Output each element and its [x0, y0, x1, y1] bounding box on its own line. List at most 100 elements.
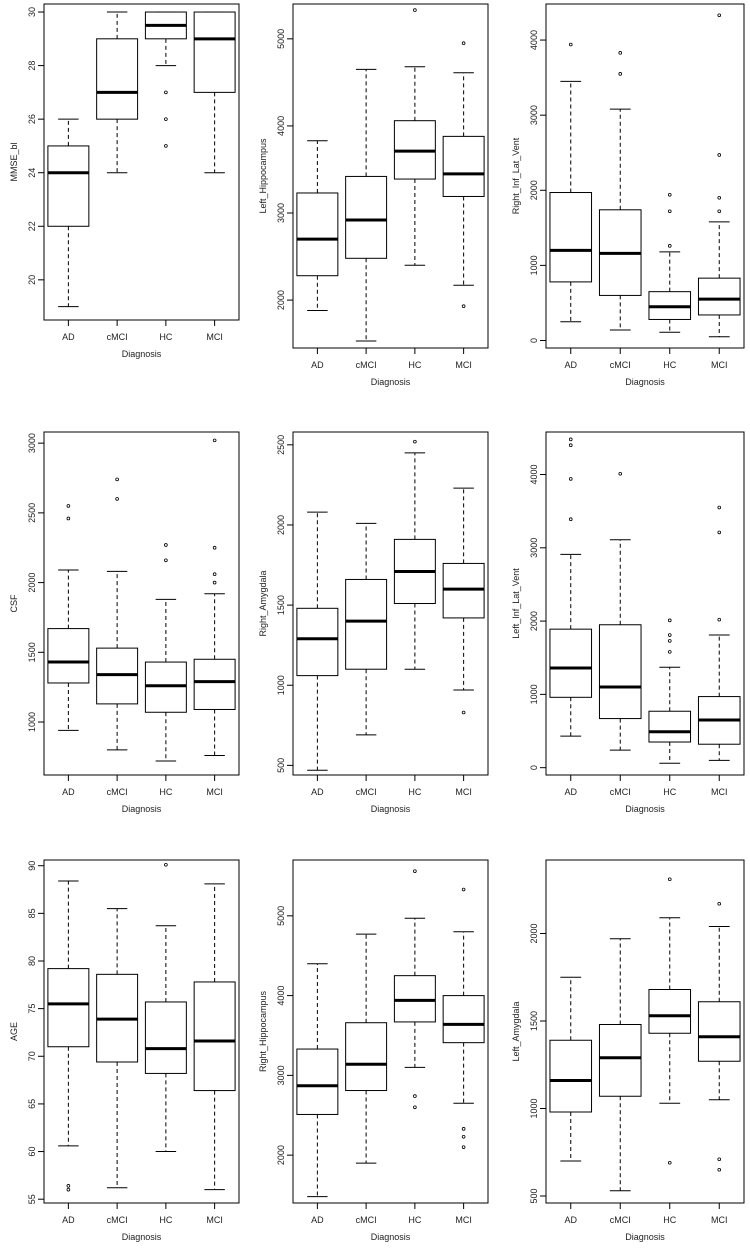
- box-HC: [648, 192, 692, 333]
- plot-frame: [43, 431, 240, 776]
- box-MCI: [697, 505, 741, 761]
- outlier-point: [66, 504, 71, 508]
- box-HC: [393, 8, 436, 266]
- box-iqr: [193, 11, 236, 93]
- outlier-point: [66, 1184, 71, 1188]
- x-tick-label: HC: [159, 787, 172, 797]
- plot-frame: [545, 431, 745, 776]
- plot-frame: [292, 431, 489, 776]
- x-tick-label: cMCI: [610, 1215, 631, 1225]
- outlier-point: [667, 650, 672, 654]
- y-tick-label: 55: [27, 1194, 37, 1204]
- box-iqr: [442, 995, 485, 1044]
- y-tick-label: 2000: [276, 290, 286, 310]
- box-MCI: [193, 11, 236, 174]
- y-axis-label: MMSE_bl: [9, 142, 19, 181]
- y-tick-label: 2500: [276, 435, 286, 455]
- box-iqr: [96, 38, 139, 120]
- outlier-point: [717, 530, 722, 535]
- outlier-point: [413, 8, 417, 12]
- outlier-point: [212, 572, 217, 577]
- box-iqr: [549, 628, 593, 698]
- outlier-point: [115, 477, 119, 482]
- boxplot-panel-4: 1000 1500 2000 2500 3000 CSF AD cMCI HC MCI Diagno…: [9, 431, 240, 814]
- box-iqr: [296, 607, 339, 677]
- box-iqr: [144, 1001, 187, 1074]
- x-tick-label: HC: [159, 1215, 172, 1225]
- x-tick-label: AD: [311, 787, 324, 797]
- y-tick-label: 28: [27, 61, 37, 71]
- boxplot-panel-7: 55 60 65 70 75 80 85 90 AGE AD cMCI HC MCI Diagnosis: [9, 859, 240, 1242]
- y-tick-label: 1000: [529, 255, 539, 275]
- outlier-point: [568, 437, 573, 442]
- y-axis-label: Right_Hippocampus: [258, 990, 268, 1072]
- x-axis-label: Diagnosis: [625, 804, 665, 814]
- outlier-point: [461, 887, 466, 892]
- y-tick-label: 2000: [529, 611, 539, 631]
- outlier-point: [618, 51, 623, 55]
- boxplot-panel-8: 2000 3000 4000 5000 Right_Hippocampus AD cMCI H…: [258, 859, 489, 1242]
- plot-frame: [43, 859, 240, 1204]
- box-HC: [144, 11, 187, 148]
- box-MCI: [442, 41, 485, 308]
- outlier-point: [212, 545, 217, 550]
- x-axis-label: Diagnosis: [625, 1232, 665, 1242]
- y-axis-label: Left_Inf_Lat_Vent: [511, 568, 521, 639]
- boxplot-panel-9: 500 1000 1500 2000 Left_Amygdala AD cMCI HC MCI D…: [511, 859, 745, 1242]
- box-iqr: [193, 981, 236, 1092]
- box-iqr: [393, 975, 436, 1023]
- boxplot-panel-3: 0 1000 2000 3000 4000 Right_Inf_Lat_Vent AD cMC…: [511, 3, 745, 387]
- box-iqr: [549, 192, 593, 283]
- box-HC: [648, 618, 692, 764]
- plot-frame: [43, 3, 240, 321]
- outlier-point: [717, 195, 722, 200]
- outlier-point: [66, 516, 71, 521]
- box-cMCI: [345, 522, 388, 736]
- y-tick-label: 60: [27, 1147, 37, 1157]
- box-AD: [47, 118, 90, 308]
- x-tick-label: AD: [311, 360, 324, 370]
- box-iqr: [697, 1001, 741, 1062]
- box-cMCI: [96, 477, 139, 751]
- outlier-point: [667, 1160, 672, 1165]
- box-HC: [393, 439, 436, 670]
- y-tick-label: 1500: [27, 642, 37, 662]
- box-iqr: [345, 175, 388, 259]
- y-axis-label: Right_Inf_Lat_Vent: [511, 137, 521, 214]
- outlier-point: [667, 633, 672, 637]
- box-iqr: [296, 1048, 339, 1115]
- box-MCI: [697, 901, 741, 1172]
- box-iqr: [648, 989, 692, 1034]
- outlier-point: [413, 1105, 417, 1110]
- x-axis-label: Diagnosis: [122, 804, 162, 814]
- outlier-point: [568, 477, 573, 481]
- y-tick-label: 0: [529, 338, 539, 343]
- box-AD: [47, 880, 90, 1192]
- x-tick-label: cMCI: [107, 332, 128, 342]
- outlier-point: [212, 580, 217, 585]
- outlier-point: [461, 710, 466, 715]
- outlier-point: [461, 1145, 466, 1149]
- y-tick-label: 65: [27, 1099, 37, 1109]
- x-tick-label: cMCI: [356, 1215, 377, 1225]
- x-tick-label: cMCI: [610, 787, 631, 797]
- box-MCI: [697, 13, 741, 338]
- y-tick-label: 5000: [276, 29, 286, 49]
- box-MCI: [193, 438, 236, 756]
- outlier-point: [568, 517, 573, 522]
- outlier-point: [568, 42, 573, 47]
- x-tick-label: AD: [564, 1215, 577, 1225]
- box-AD: [549, 437, 593, 737]
- outlier-point: [212, 438, 217, 443]
- outlier-point: [66, 1187, 71, 1192]
- x-tick-label: cMCI: [610, 360, 631, 370]
- boxplot-panel-6: 0 1000 2000 3000 4000 Left_Inf_Lat_Vent AD cMCI…: [511, 431, 745, 814]
- y-tick-label: 1000: [529, 1098, 539, 1118]
- outlier-point: [461, 1127, 466, 1131]
- box-HC: [144, 862, 187, 1153]
- outlier-point: [667, 244, 672, 248]
- x-tick-label: MCI: [206, 332, 223, 342]
- y-tick-label: 4000: [276, 986, 286, 1006]
- x-tick-label: HC: [663, 1215, 676, 1225]
